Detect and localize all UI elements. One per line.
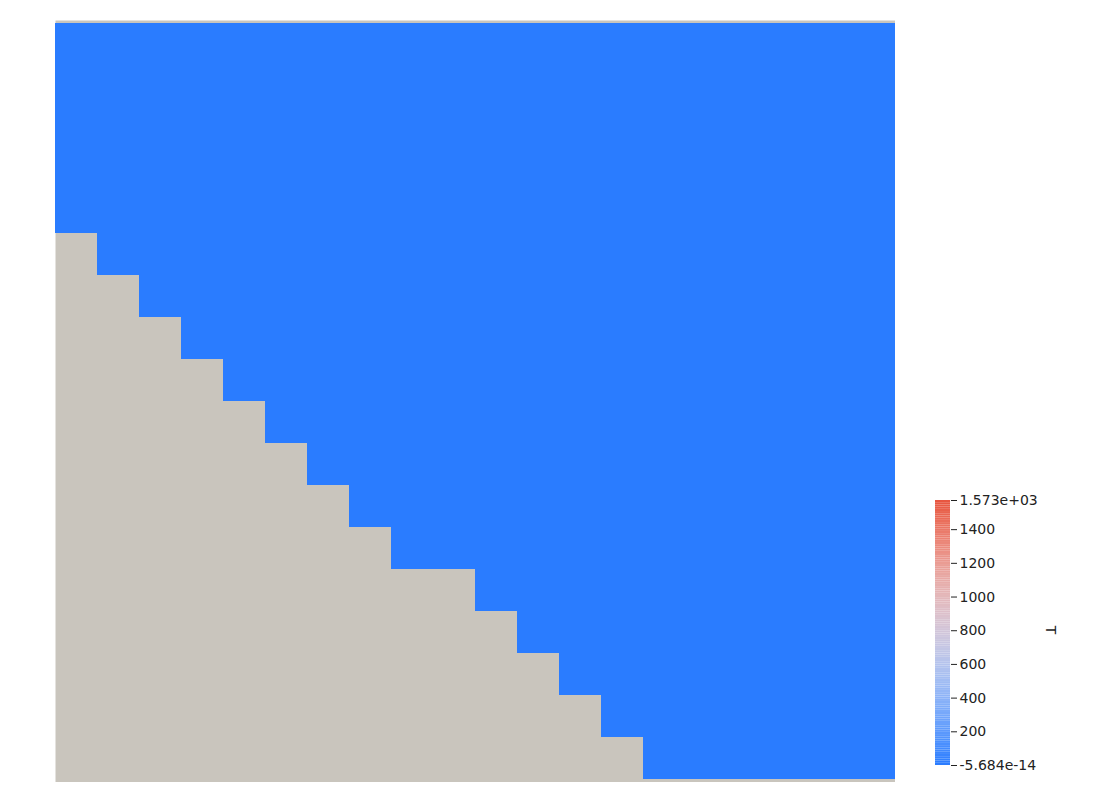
svg-text:1200: 1200 <box>960 555 996 571</box>
svg-text:200: 200 <box>960 723 987 739</box>
svg-text:1400: 1400 <box>960 521 996 537</box>
svg-text:1000: 1000 <box>960 589 996 605</box>
svg-text:600: 600 <box>960 656 987 672</box>
svg-text:-5.684e-14: -5.684e-14 <box>960 757 1037 773</box>
svg-text:800: 800 <box>960 622 987 638</box>
svg-text:400: 400 <box>960 690 987 706</box>
svg-text:1.573e+03: 1.573e+03 <box>960 492 1038 508</box>
html-text:T: T <box>1043 625 1060 635</box>
